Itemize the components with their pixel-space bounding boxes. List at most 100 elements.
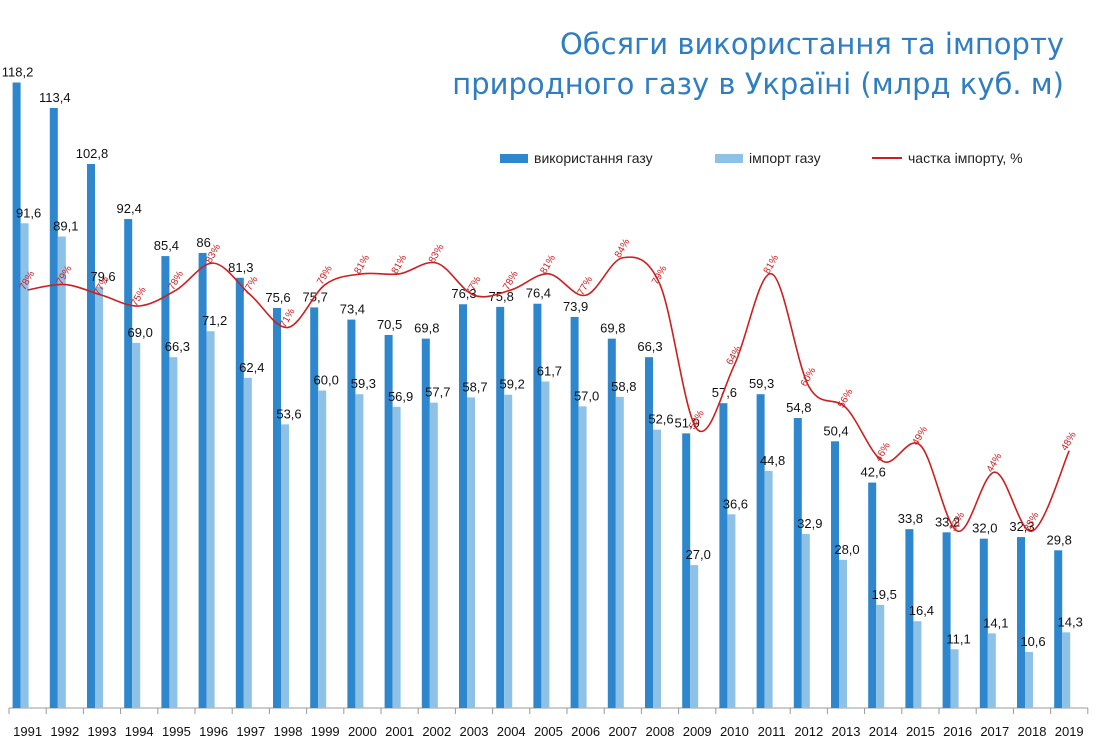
data-label-import: 79,6	[90, 269, 115, 284]
data-label-usage: 69,8	[414, 321, 439, 336]
x-tick-label: 2011	[758, 724, 786, 739]
data-label-share: 77%	[576, 275, 596, 298]
x-tick-label: 2014	[869, 724, 898, 739]
bar-import	[467, 397, 475, 708]
x-tick-label: 1997	[236, 724, 265, 739]
data-label-share: 79%	[650, 264, 670, 287]
data-label-import: 57,0	[574, 388, 599, 403]
data-label-share: 77%	[241, 275, 261, 298]
bar-import	[801, 533, 810, 708]
bar-import	[987, 633, 996, 708]
bar-import	[206, 331, 215, 708]
x-tick-label: 2015	[906, 724, 935, 739]
data-label-usage: 69,8	[600, 321, 625, 336]
data-label-import: 58,7	[462, 379, 487, 394]
data-label-usage: 81,3	[228, 260, 253, 275]
bar-usage	[87, 164, 95, 708]
data-label-import: 53,6	[276, 406, 301, 421]
x-tick-label: 1994	[125, 724, 154, 739]
data-label-import: 91,6	[16, 205, 41, 220]
bar-import	[727, 514, 736, 708]
data-label-usage: 75,6	[265, 290, 290, 305]
data-label-usage: 102,8	[76, 146, 109, 161]
bar-usage	[347, 319, 356, 708]
data-label-import: 10,6	[1020, 634, 1045, 649]
data-label-usage: 85,4	[154, 238, 179, 253]
data-label-usage: 86	[196, 235, 210, 250]
data-label-import: 60,0	[314, 373, 339, 388]
legend-label-usage: використання газу	[534, 150, 653, 166]
x-tick-label: 2001	[385, 724, 414, 739]
data-label-usage: 51,9	[675, 415, 700, 430]
bar-usage	[533, 303, 542, 708]
data-label-share: 46%	[873, 441, 893, 464]
bar-import	[281, 424, 289, 708]
data-label-import: 28,0	[834, 542, 859, 557]
x-tick-label: 2005	[534, 724, 563, 739]
data-label-import: 27,0	[686, 547, 711, 562]
data-label-import: 16,4	[909, 603, 934, 618]
data-label-share: 78%	[501, 269, 521, 292]
bar-usage	[645, 357, 653, 708]
bar-usage	[1017, 537, 1025, 708]
data-label-usage: 32,0	[972, 521, 997, 536]
chart-title-line-1: Обсяги використання та імпорту	[559, 27, 1064, 61]
bar-usage	[719, 403, 728, 708]
bar-usage	[942, 532, 951, 708]
legend-item-usage: використання газу	[500, 150, 653, 166]
data-label-share: 79%	[315, 264, 335, 287]
bar-import	[95, 286, 103, 708]
data-label-usage: 73,9	[563, 299, 588, 314]
data-label-import: 19,5	[872, 587, 897, 602]
bar-import	[690, 565, 699, 708]
data-label-import: 36,6	[723, 496, 748, 511]
bar-usage	[49, 107, 58, 709]
x-tick-label: 1996	[199, 724, 228, 739]
legend-label-import: імпорт газу	[749, 150, 821, 166]
data-label-import: 69,0	[128, 325, 153, 340]
data-label-import: 14,1	[983, 615, 1008, 630]
bar-import	[541, 381, 550, 708]
data-label-import: 14,3	[1058, 614, 1083, 629]
data-label-usage: 33,8	[898, 511, 923, 526]
bar-usage	[310, 307, 319, 708]
bar-usage	[161, 256, 170, 708]
data-label-import: 59,2	[500, 377, 525, 392]
data-label-share: 33%	[1022, 510, 1042, 533]
x-tick-label: 2012	[794, 724, 823, 739]
data-label-import: 56,9	[388, 389, 413, 404]
legend-item-import: імпорт газу	[715, 150, 821, 166]
x-tick-label: 2013	[832, 724, 861, 739]
x-tick-label: 2010	[720, 724, 749, 739]
legend-swatch-import	[715, 153, 743, 163]
bar-usage	[979, 538, 988, 708]
data-label-import: 59,3	[351, 376, 376, 391]
bar-import	[1025, 651, 1033, 708]
bar-usage	[1054, 550, 1063, 708]
bar-import	[764, 470, 773, 708]
bar-import	[876, 604, 885, 708]
x-tick-label: 1998	[274, 724, 303, 739]
data-label-share: 81%	[352, 253, 372, 276]
data-label-usage: 118,2	[2, 65, 34, 80]
bar-import	[355, 394, 364, 708]
bar-usage	[682, 433, 691, 708]
bar-usage	[570, 316, 579, 708]
bar-usage	[421, 338, 430, 708]
data-label-import: 61,7	[537, 364, 562, 379]
data-label-usage: 59,3	[749, 376, 774, 391]
bar-usage	[12, 82, 21, 708]
data-label-usage: 76,3	[451, 286, 476, 301]
bar-import	[243, 377, 252, 708]
bar-usage	[905, 529, 914, 708]
chart-title: Обсяги використання та імпорту природног…	[364, 24, 1064, 104]
legend-label-share: частка імпорту, %	[908, 150, 1023, 166]
x-tick-label: 2016	[943, 724, 972, 739]
bar-usage	[198, 252, 207, 708]
data-label-share: 81%	[762, 253, 782, 276]
data-label-share: 71%	[278, 307, 298, 330]
x-tick-label: 2008	[646, 724, 675, 739]
data-label-import: 11,1	[946, 631, 970, 646]
data-label-usage: 76,4	[526, 286, 551, 301]
